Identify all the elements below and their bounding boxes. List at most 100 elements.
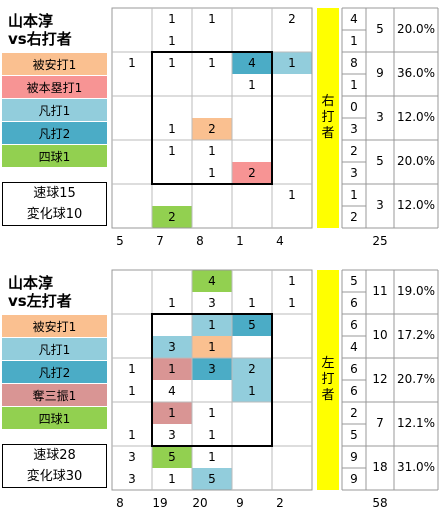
pitch-type-count: 速球28 xyxy=(33,448,76,463)
row-count: 8 xyxy=(350,56,358,70)
zone-count: 1 xyxy=(208,428,216,442)
result-cell xyxy=(232,358,272,380)
legend-item: 被安打1 xyxy=(2,315,107,337)
row-count: 1 xyxy=(350,78,358,92)
grid-border xyxy=(111,7,313,229)
row-count: 2 xyxy=(350,406,358,420)
column-total: 9 xyxy=(236,496,244,510)
row-total: 5 xyxy=(376,22,384,36)
zone-count: 1 xyxy=(128,428,136,442)
zone-count: 1 xyxy=(128,362,136,376)
side-label-char: 右 xyxy=(321,94,335,109)
chart-title-pitcher: 山本淳 xyxy=(8,12,54,30)
zone-count: 1 xyxy=(168,56,176,70)
zone-count: 1 xyxy=(288,274,296,288)
row-total: 5 xyxy=(376,154,384,168)
row-count: 5 xyxy=(350,428,358,442)
zone-count: 1 xyxy=(208,56,216,70)
zone-count: 1 xyxy=(168,144,176,158)
row-count: 2 xyxy=(350,144,358,158)
legend-item: 凡打2 xyxy=(2,361,107,383)
row-percentage: 20.7% xyxy=(396,372,436,386)
pitch-type-count: 速球15 xyxy=(33,186,76,201)
row-count: 3 xyxy=(350,166,358,180)
legend-item: 四球1 xyxy=(2,407,107,429)
zone-count: 1 xyxy=(208,144,216,158)
zone-count: 1 xyxy=(208,406,216,420)
zone-count: 1 xyxy=(128,56,136,70)
zone-count: 5 xyxy=(248,318,256,332)
side-label-char: 者 xyxy=(321,388,335,403)
result-cell xyxy=(192,270,232,292)
row-total: 11 xyxy=(372,284,388,298)
zone-count: 3 xyxy=(168,428,176,442)
row-percentage: 12.0% xyxy=(396,110,436,124)
column-total: 5 xyxy=(116,234,124,248)
row-total: 3 xyxy=(376,198,384,212)
zone-count: 2 xyxy=(168,210,176,224)
pitch-type-box: 速球15 変化球10 xyxy=(2,182,107,226)
zone-count: 2 xyxy=(248,166,256,180)
pitch-type-count: 変化球30 xyxy=(26,469,83,484)
row-count: 1 xyxy=(350,188,358,202)
legend-item: 被安打1 xyxy=(2,53,107,75)
result-cell xyxy=(152,446,192,468)
side-label-char: 打 xyxy=(321,372,335,387)
zone-count: 1 xyxy=(248,296,256,310)
side-label-char: 打 xyxy=(321,110,335,125)
legend-item: 凡打1 xyxy=(2,99,107,121)
strike-zone xyxy=(151,313,273,447)
legend-item: 凡打2 xyxy=(2,122,107,144)
pitch-type-count: 変化球10 xyxy=(26,207,83,222)
result-cell xyxy=(272,52,312,74)
row-total: 10 xyxy=(372,328,388,342)
result-cell xyxy=(152,206,192,228)
zone-count: 1 xyxy=(168,12,176,26)
row-percentage: 20.0% xyxy=(396,22,436,36)
zone-count: 3 xyxy=(128,450,136,464)
strike-zone xyxy=(151,51,273,185)
zone-count: 5 xyxy=(208,472,216,486)
batter-side-label: 左打者 xyxy=(317,270,339,490)
row-percentage: 17.2% xyxy=(396,328,436,342)
zone-count: 1 xyxy=(288,188,296,202)
zone-count: 5 xyxy=(168,450,176,464)
result-cell xyxy=(192,314,232,336)
column-total: 7 xyxy=(156,234,164,248)
row-percentage: 12.0% xyxy=(396,198,436,212)
zone-count: 2 xyxy=(288,12,296,26)
row-total: 12 xyxy=(372,372,388,386)
chart-title-opponent: vs左打者 xyxy=(8,292,72,310)
row-percentage: 19.0% xyxy=(396,284,436,298)
row-total: 9 xyxy=(376,66,384,80)
legend-item: 被本塁打1 xyxy=(2,76,107,98)
chart-title-pitcher: 山本淳 xyxy=(8,274,54,292)
column-total: 8 xyxy=(116,496,124,510)
column-total: 2 xyxy=(276,496,284,510)
row-count: 6 xyxy=(350,362,358,376)
row-percentage: 36.0% xyxy=(396,66,436,80)
result-cell xyxy=(192,336,232,358)
row-percentage: 31.0% xyxy=(396,460,436,474)
zone-count: 1 xyxy=(168,34,176,48)
zone-count: 4 xyxy=(168,384,176,398)
side-label-char: 者 xyxy=(321,126,335,141)
zone-count: 3 xyxy=(208,296,216,310)
zone-count: 1 xyxy=(248,384,256,398)
side-label-char: 左 xyxy=(321,356,335,371)
row-count: 1 xyxy=(350,34,358,48)
zone-count: 1 xyxy=(128,384,136,398)
zone-count: 3 xyxy=(168,340,176,354)
column-total: 8 xyxy=(196,234,204,248)
row-count: 9 xyxy=(350,472,358,486)
row-count: 6 xyxy=(350,296,358,310)
row-count: 6 xyxy=(350,384,358,398)
row-total: 3 xyxy=(376,110,384,124)
row-count: 5 xyxy=(350,274,358,288)
result-cell xyxy=(232,52,272,74)
zone-count: 2 xyxy=(248,362,256,376)
row-count: 2 xyxy=(350,210,358,224)
